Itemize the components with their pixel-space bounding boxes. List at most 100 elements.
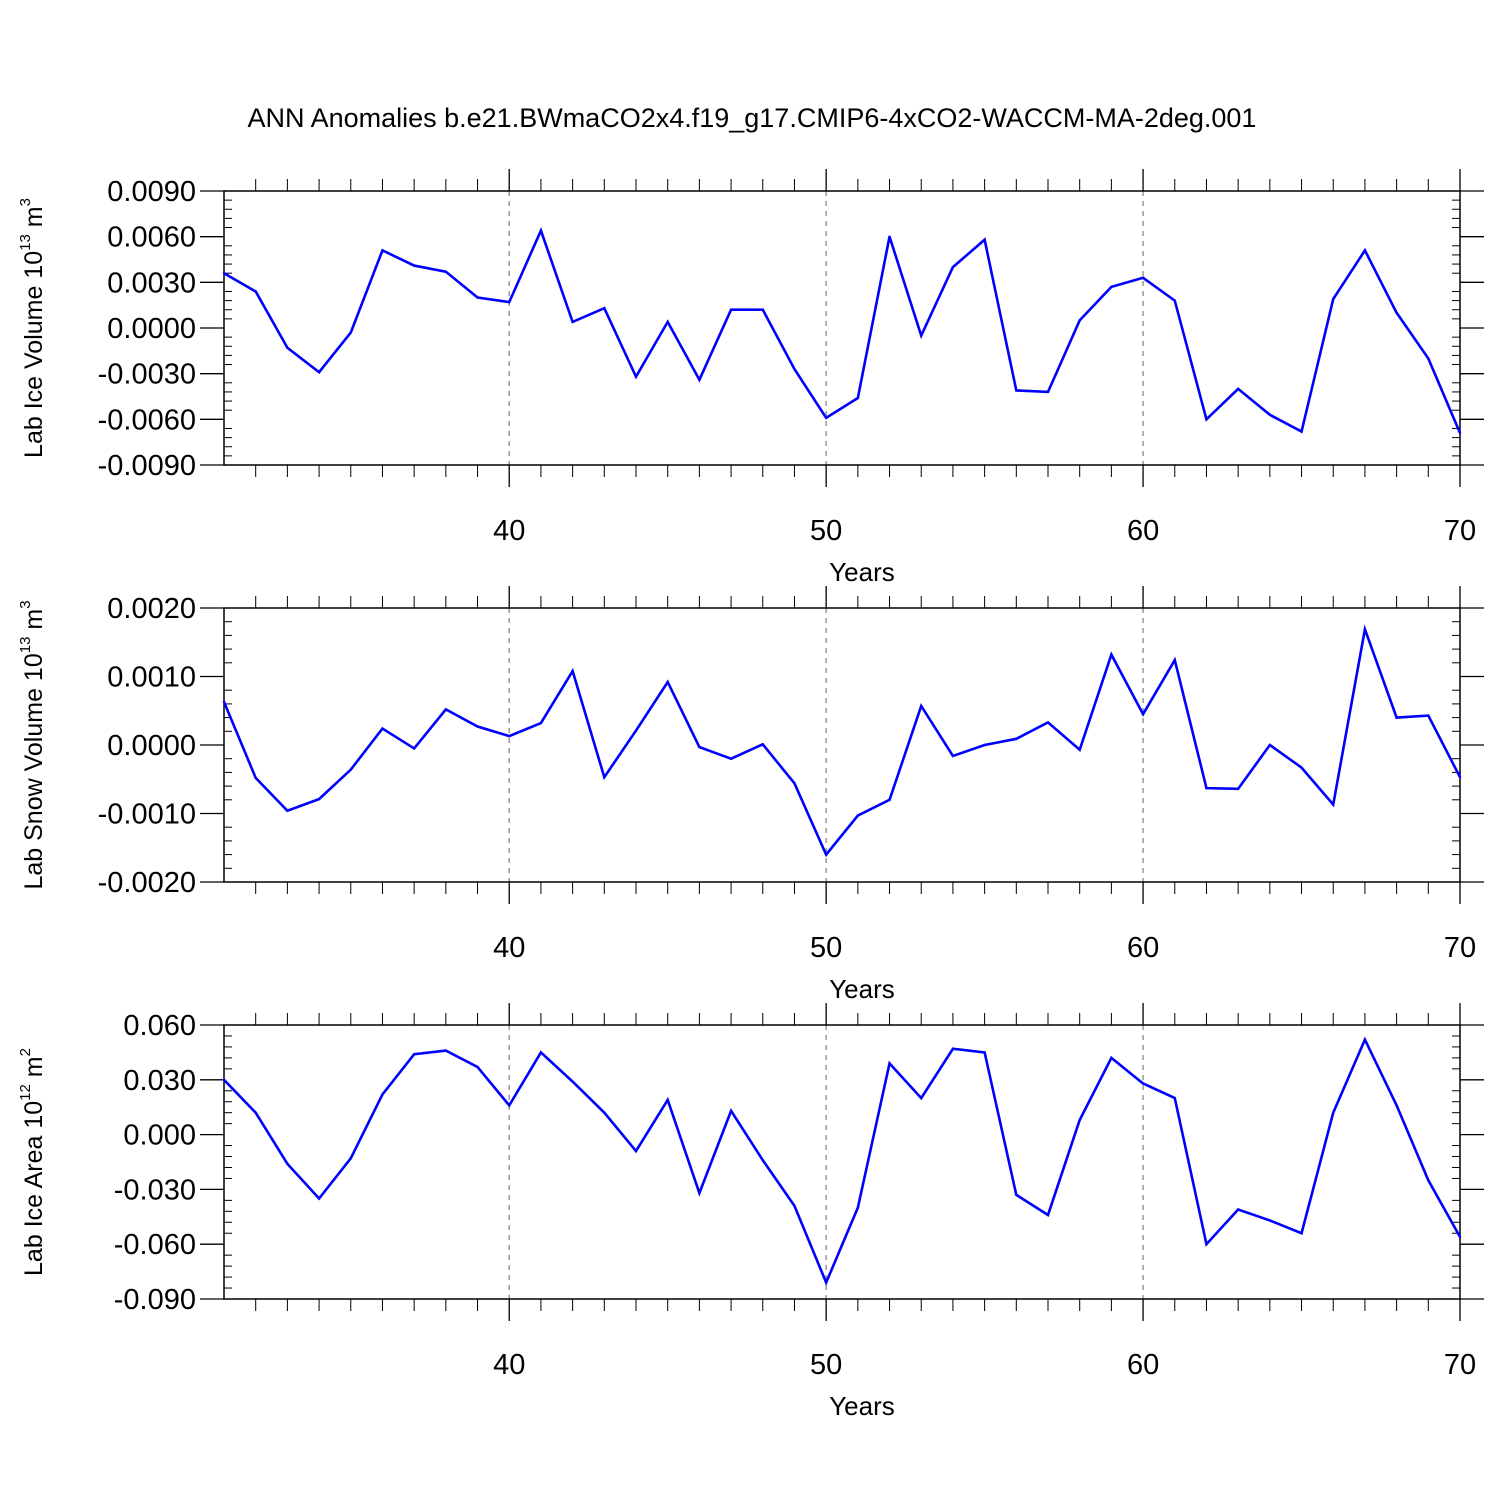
lab-snow-volume-data-point xyxy=(951,754,955,758)
lab-snow-volume-xaxis-label: Years xyxy=(829,974,895,1004)
lab-ice-area-data-point xyxy=(824,1281,828,1284)
lab-ice-area-xtick-label: 50 xyxy=(810,1349,842,1381)
lab-ice-area-yaxis-label-exp: 12 xyxy=(17,1084,34,1101)
lab-ice-volume-ytick-label: 0.0000 xyxy=(107,313,196,345)
lab-ice-volume-data-point xyxy=(1110,285,1113,289)
lab-snow-volume-ytick-label: 0.0000 xyxy=(107,730,196,762)
lab-ice-area-ytick-label: 0.000 xyxy=(123,1120,196,1152)
lab-snow-volume-xtick-label: 70 xyxy=(1444,932,1476,964)
lab-ice-area-data-point xyxy=(888,1062,891,1065)
lab-ice-area-data-point xyxy=(698,1191,701,1195)
lab-ice-volume-data-point xyxy=(286,346,289,349)
lab-ice-area-data-point xyxy=(1046,1213,1050,1217)
lab-ice-area-ytick-label: 0.030 xyxy=(123,1065,196,1097)
lab-ice-volume-data-point xyxy=(349,331,352,334)
lab-ice-volume-data-point xyxy=(856,396,860,400)
lab-ice-area-yaxis-label-unit-exp: 2 xyxy=(17,1048,34,1056)
lab-ice-volume-data-point xyxy=(1236,387,1240,391)
lab-snow-volume-ytick-label: 0.0020 xyxy=(107,593,196,625)
lab-ice-area-data-point xyxy=(381,1093,384,1096)
lab-ice-volume-xtick-label: 70 xyxy=(1444,515,1476,547)
figure-title: ANN Anomalies b.e21.BWmaCO2x4.f19_g17.CM… xyxy=(248,103,1257,133)
lab-ice-volume-data-point xyxy=(698,378,701,381)
lab-ice-volume-data-point xyxy=(1173,299,1176,302)
lab-ice-area-yaxis-label-text: Lab Ice Area 10 xyxy=(20,1101,48,1276)
lab-snow-volume-yaxis-label-exp: 13 xyxy=(17,637,34,654)
lab-snow-volume-yaxis-label-text: Lab Snow Volume 10 xyxy=(20,653,48,889)
lab-snow-volume-series-line xyxy=(222,624,1462,858)
lab-snow-volume-data-point xyxy=(508,734,511,738)
lab-ice-area-ytick-label: -0.090 xyxy=(114,1284,196,1316)
lab-ice-volume-yaxis-label-text: Lab Ice Volume 10 xyxy=(20,251,48,458)
lab-ice-volume-data-point xyxy=(1141,276,1145,279)
lab-ice-volume-ytick-label: -0.0060 xyxy=(98,404,196,436)
lab-ice-volume-xtick-label: 50 xyxy=(810,515,842,547)
lab-ice-volume-ytick-label: -0.0090 xyxy=(98,450,196,482)
lab-ice-volume-data-point xyxy=(1300,430,1303,433)
lab-snow-volume-data-point xyxy=(1300,766,1303,769)
lab-snow-volume-data-point xyxy=(1173,658,1176,662)
lab-snow-volume-data-point xyxy=(888,798,891,801)
lab-ice-area-data-point xyxy=(254,1111,257,1114)
lab-ice-area-data-point xyxy=(1078,1118,1081,1122)
lab-snow-volume-data-point xyxy=(634,729,638,732)
lab-ice-area-series-line xyxy=(223,1036,1462,1286)
lab-snow-volume-data-point xyxy=(349,768,352,771)
lab-snow-volume-data-point xyxy=(983,743,986,747)
lab-ice-area-data-point xyxy=(349,1157,352,1160)
lab-ice-volume-plot-frame xyxy=(223,190,1461,466)
lab-snow-volume-yaxis-label-unit-exp: 3 xyxy=(17,600,34,608)
lab-snow-volume-data-point xyxy=(856,814,860,817)
lab-ice-volume-data-point xyxy=(317,370,321,374)
lab-snow-volume-data-point xyxy=(824,853,828,856)
lab-ice-volume-data-point xyxy=(1078,319,1081,322)
chart-panel-lab-ice-volume: 0.0090 0.0060 0.0030 0.0000 -0.0030 -0.0060 -0… xyxy=(17,169,1484,587)
lab-snow-volume-data-point xyxy=(603,775,606,779)
lab-ice-area-data-point xyxy=(666,1098,669,1102)
lab-ice-area-data-point xyxy=(1205,1243,1208,1246)
lab-ice-area-data-point xyxy=(222,1078,226,1082)
lab-ice-volume-ytick-label: 0.0030 xyxy=(107,267,196,299)
lab-ice-volume-data-point xyxy=(1395,311,1398,314)
lab-ice-area-data-point xyxy=(412,1053,416,1056)
lab-ice-area-data-point xyxy=(761,1158,764,1162)
lab-ice-volume-ytick-label: 0.0090 xyxy=(107,176,196,208)
lab-ice-volume-data-point xyxy=(222,272,226,275)
lab-ice-volume-ytick-label: 0.0060 xyxy=(107,222,196,254)
lab-ice-area-xtick-label: 40 xyxy=(493,1349,525,1381)
lab-ice-volume-data-point xyxy=(1205,418,1208,421)
lab-ice-area-data-point xyxy=(793,1204,796,1208)
lab-ice-volume-data-point xyxy=(444,270,448,273)
lab-snow-volume-data-point xyxy=(1046,721,1050,724)
lab-ice-area-data-point xyxy=(444,1049,448,1052)
lab-ice-volume-data-point xyxy=(476,296,479,299)
lab-ice-area-data-point xyxy=(983,1051,986,1054)
lab-snow-volume-data-point xyxy=(1363,628,1367,631)
lab-ice-volume-data-point xyxy=(571,320,574,324)
lab-ice-area-xaxis-label: Years xyxy=(829,1391,895,1421)
lab-ice-area-data-point xyxy=(539,1051,543,1054)
lab-ice-volume-data-point xyxy=(920,334,923,337)
lab-ice-area-ytick-label: 0.060 xyxy=(123,1010,196,1042)
lab-ice-area-data-point xyxy=(476,1065,479,1069)
chart-panel-lab-snow-volume: 0.0020 0.0010 0.0000 -0.0010 -0.0020 40 50 60 70… xyxy=(17,586,1484,1004)
lab-ice-area-data-point xyxy=(1236,1208,1240,1211)
lab-ice-volume-data-point xyxy=(1458,431,1462,435)
lab-ice-area-data-point xyxy=(508,1104,511,1107)
lab-ice-area-xtick-label: 70 xyxy=(1444,1349,1476,1381)
lab-ice-volume-xtick-label: 40 xyxy=(493,515,525,547)
lab-snow-volume-data-point xyxy=(412,747,416,750)
lab-ice-volume-data-point xyxy=(1046,390,1050,394)
lab-ice-volume-data-point xyxy=(729,308,733,311)
lab-ice-volume-data-point xyxy=(793,367,796,371)
lab-snow-volume-data-point xyxy=(317,797,321,801)
lab-ice-volume-yaxis-label-unit-exp: 3 xyxy=(17,198,34,206)
lab-ice-area-data-point xyxy=(571,1080,574,1083)
lab-ice-area-data-point xyxy=(1427,1179,1430,1182)
lab-snow-volume-yaxis-label: Lab Snow Volume 1013 m3 xyxy=(17,600,48,889)
lab-snow-volume-data-point xyxy=(1141,712,1145,716)
lab-ice-area-xtick-label: 60 xyxy=(1127,1349,1159,1381)
lab-ice-volume-yaxis-label-exp: 13 xyxy=(17,234,34,251)
lab-snow-volume-xtick-label: 60 xyxy=(1127,932,1159,964)
chart-panel-lab-ice-area: 0.060 0.030 0.000 -0.030 -0.060 -0.090 40 50 60 7… xyxy=(17,1003,1484,1421)
